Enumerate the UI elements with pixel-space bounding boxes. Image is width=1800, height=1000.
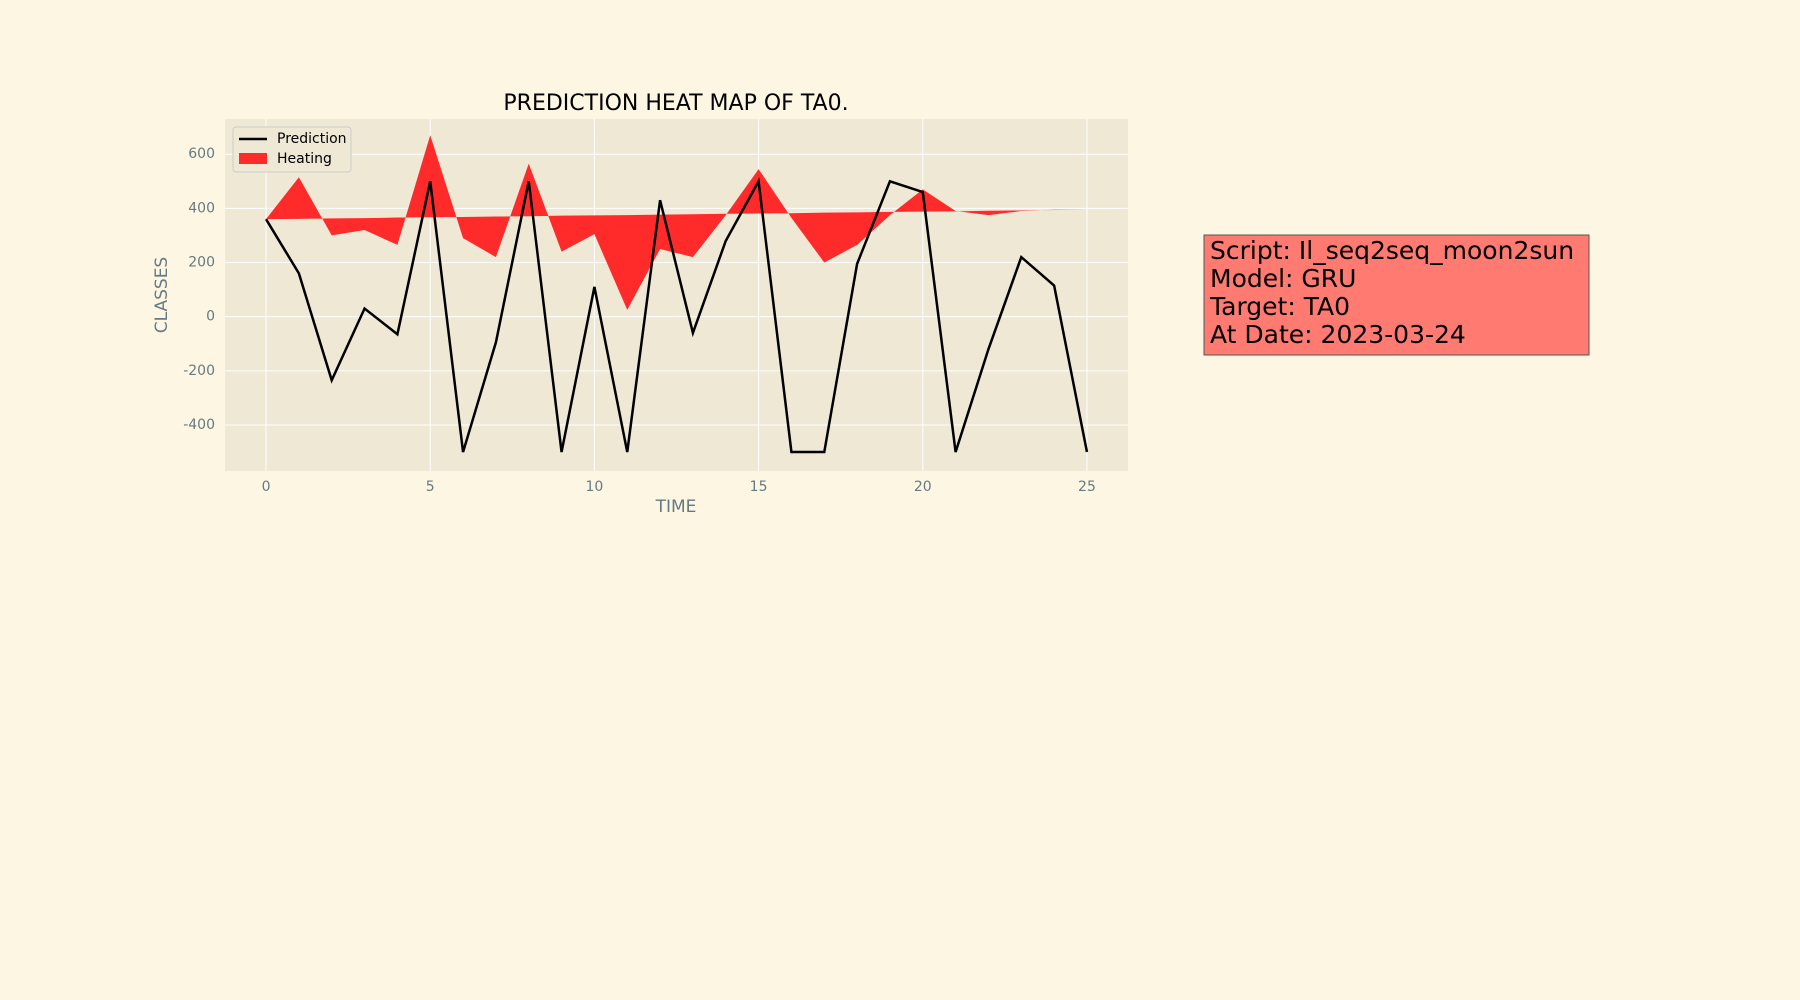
plot-area bbox=[225, 119, 1128, 471]
x-tick-label: 0 bbox=[262, 479, 271, 495]
annotation-box: Script: Il_seq2seq_moon2sun Model: GRU T… bbox=[1203, 234, 1590, 356]
x-tick-label: 15 bbox=[750, 479, 768, 495]
x-axis-label: TIME bbox=[655, 497, 697, 517]
legend-label: Prediction bbox=[277, 131, 347, 147]
legend-label: Heating bbox=[277, 151, 332, 167]
x-tick-label: 20 bbox=[914, 479, 932, 495]
y-tick-label: 600 bbox=[188, 146, 215, 162]
annotation: Model: GRU bbox=[1210, 264, 1356, 293]
y-tick-label: -400 bbox=[183, 417, 215, 433]
marks bbox=[264, 135, 1089, 454]
x-tick-label: 25 bbox=[1078, 479, 1096, 495]
y-axis-label: CLASSES bbox=[152, 257, 172, 333]
annotation-frame bbox=[1203, 234, 1590, 356]
legend-patch bbox=[239, 153, 267, 164]
annotation: Script: Il_seq2seq_moon2sun bbox=[1210, 236, 1574, 265]
chart-title: PREDICTION HEAT MAP OF TA0. bbox=[503, 91, 848, 116]
line bbox=[264, 177, 1089, 454]
x-tick-label: 5 bbox=[426, 479, 435, 495]
y-tick-label: 0 bbox=[206, 309, 215, 325]
legend: Prediction Heating bbox=[232, 126, 352, 173]
area bbox=[266, 135, 1087, 310]
y-tick-label: 200 bbox=[188, 255, 215, 271]
y-tick-label: -200 bbox=[183, 363, 215, 379]
annotation: Target: TA0 bbox=[1209, 292, 1350, 321]
x-tick-label: 10 bbox=[585, 479, 603, 495]
y-tick-label: 400 bbox=[188, 200, 215, 216]
annotation: At Date: 2023-03-24 bbox=[1210, 320, 1466, 349]
ticks: 0 5 10 15 20 25 -400 -200 0 200 400 600 bbox=[183, 146, 1096, 495]
